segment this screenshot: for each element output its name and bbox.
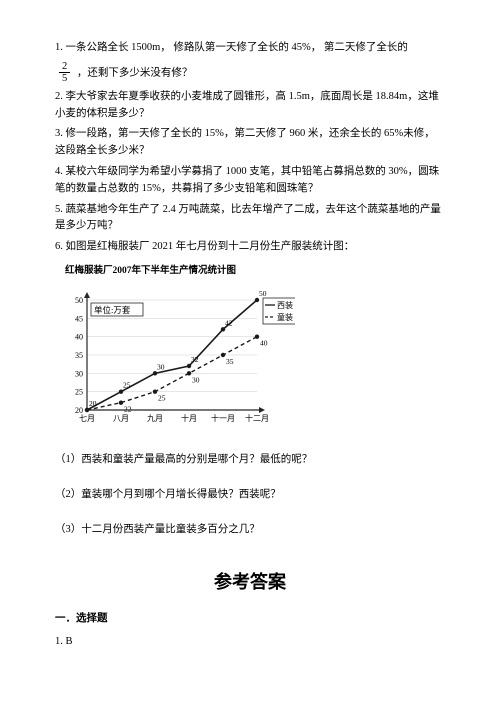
answers-heading: 参考答案: [55, 568, 445, 597]
q1-text-b: ，还剩下多少米没有修？: [77, 67, 193, 78]
frac-den: 5: [59, 73, 70, 85]
svg-text:40: 40: [75, 333, 83, 342]
svg-text:32: 32: [191, 355, 199, 364]
chart-title: 红梅服装厂2007年下半年生产情况统计图: [65, 264, 445, 279]
svg-text:十月: 十月: [181, 413, 197, 423]
svg-text:30: 30: [192, 376, 200, 385]
svg-text:50: 50: [259, 289, 267, 298]
question-6: 6. 如图是红梅服装厂 2021 年七月份到十二月份生产服装统计图：: [55, 239, 445, 256]
svg-text:45: 45: [75, 315, 83, 324]
svg-text:十二月: 十二月: [245, 413, 269, 423]
svg-text:25: 25: [75, 388, 83, 397]
svg-text:25: 25: [158, 394, 166, 403]
page: 1. 一条公路全长 1500m， 修路队第一天修了全长的 45%， 第二天修了全…: [0, 0, 500, 671]
svg-text:单位:万套: 单位:万套: [94, 305, 131, 315]
svg-text:25: 25: [123, 381, 131, 390]
question-4: 4. 某校六年级同学为希望小学募捐了 1000 支笔，其中铅笔占募捐总数的 30…: [55, 164, 445, 198]
svg-text:50: 50: [75, 296, 83, 305]
q1-text-a: 1. 一条公路全长 1500m， 修路队第一天修了全长的 45%， 第二天修了全…: [55, 42, 408, 53]
svg-text:35: 35: [226, 357, 234, 366]
svg-text:22: 22: [124, 405, 132, 414]
svg-text:九月: 九月: [147, 414, 163, 423]
svg-text:35: 35: [75, 351, 83, 360]
frac-num: 2: [59, 61, 70, 74]
svg-text:八月: 八月: [113, 414, 129, 423]
svg-text:42: 42: [225, 319, 233, 328]
q1-line2: 2 5 ，还剩下多少米没有修？: [55, 61, 445, 85]
svg-text:30: 30: [157, 363, 165, 372]
svg-text:西装: 西装: [277, 300, 293, 310]
question-3: 3. 修一段路，第一天修了全长的 15%，第二天修了 960 米，还余全长的 6…: [55, 126, 445, 160]
q1-fraction: 2 5: [59, 61, 70, 85]
chart-svg: 单位:万套西装童装20253035404550七月八月九月十月十一月十二月202…: [55, 282, 295, 427]
svg-text:30: 30: [75, 370, 83, 379]
answer-1: 1. B: [55, 634, 445, 651]
question-5: 5. 蔬菜基地今年生产了 2.4 万吨蔬菜，比去年增产了二成，去年这个蔬菜基地的…: [55, 202, 445, 236]
chart-block: 红梅服装厂2007年下半年生产情况统计图 单位:万套 西装童装 20 25 30 35 40…: [55, 264, 445, 434]
question-2: 2. 李大爷家去年夏季收获的小麦堆成了圆锥形，高 1.5m，底面周长是 18.8…: [55, 89, 445, 123]
sub-q1: （1）西装和童装产量最高的分别是哪个月？最低的呢？: [55, 452, 445, 469]
section-choice: 一．选择题: [55, 611, 445, 628]
sub-q2: （2）童装哪个月到哪个月增长得最快？西装呢？: [55, 487, 445, 504]
svg-text:七月: 七月: [79, 414, 95, 423]
svg-text:童装: 童装: [277, 312, 293, 322]
question-1: 1. 一条公路全长 1500m， 修路队第一天修了全长的 45%， 第二天修了全…: [55, 40, 445, 57]
svg-text:40: 40: [260, 339, 268, 348]
svg-text:20: 20: [89, 399, 97, 408]
sub-q3: （3）十二月份西装产量比童装多百分之几？: [55, 522, 445, 539]
svg-text:十一月: 十一月: [211, 413, 235, 423]
